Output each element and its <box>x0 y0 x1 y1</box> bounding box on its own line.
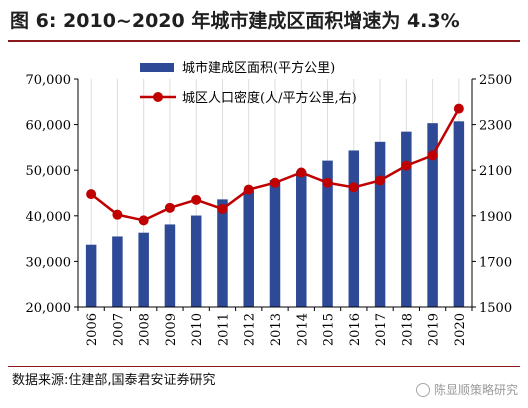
wechat-icon <box>415 383 430 397</box>
bar <box>112 236 123 307</box>
left-tick-label: 60,000 <box>26 119 72 134</box>
left-tick-label: 20,000 <box>26 301 72 316</box>
bar <box>138 232 149 307</box>
x-tick-label: 2006 <box>85 313 100 346</box>
bar <box>85 244 97 307</box>
density-point <box>322 177 333 188</box>
right-tick-label: 1700 <box>479 255 512 270</box>
right-tick-label: 2100 <box>479 164 512 179</box>
density-point <box>296 167 307 178</box>
x-tick-label: 2014 <box>295 313 310 346</box>
page-title: 图 6: 2010~2020 年城市建成区面积增速为 4.3% <box>10 10 460 32</box>
left-tick-label: 40,000 <box>26 210 72 225</box>
density-point <box>217 203 228 214</box>
right-tick-label: 2300 <box>479 119 512 134</box>
density-point <box>375 175 386 186</box>
bar <box>348 150 360 307</box>
density-point <box>348 182 359 193</box>
footer-divider <box>8 366 520 367</box>
legend: 城市建成区面积(平方公里) 城区人口密度(人/平方公里,右) <box>140 60 357 106</box>
x-tick-label: 2020 <box>453 313 468 346</box>
legend-line-marker <box>153 92 163 102</box>
x-tick-label: 2010 <box>190 313 205 346</box>
title-divider <box>8 40 520 42</box>
bar <box>217 199 228 307</box>
x-tick-label: 2019 <box>427 313 442 346</box>
bar <box>374 141 386 307</box>
left-tick-label: 50,000 <box>26 164 72 179</box>
x-tick-label: 2018 <box>400 313 415 346</box>
x-tick-label: 2016 <box>348 313 363 346</box>
density-point <box>86 189 97 200</box>
line-layer <box>86 103 464 226</box>
right-tick-label: 1500 <box>479 301 512 316</box>
legend-line-label: 城区人口密度(人/平方公里,右) <box>182 90 357 106</box>
watermark-text: 陈显顺策略研究 <box>433 383 518 397</box>
bar <box>453 121 465 307</box>
bar <box>164 224 176 307</box>
density-point <box>453 103 464 114</box>
density-point <box>138 215 149 226</box>
density-point <box>112 209 123 220</box>
bar <box>190 215 202 307</box>
x-tick-label: 2011 <box>216 313 231 346</box>
density-point <box>243 184 254 195</box>
density-point <box>427 150 438 161</box>
left-tick-label: 70,000 <box>26 73 72 88</box>
left-tick-label: 30,000 <box>26 255 72 270</box>
density-point <box>164 202 175 213</box>
x-tick-label: 2012 <box>243 313 258 346</box>
chart: 20,000 30,000 40,000 50,000 60,000 70,000 1500… <box>26 60 513 346</box>
right-tick-label: 1900 <box>479 210 512 225</box>
x-tick-label: 2017 <box>374 313 389 346</box>
bars-layer <box>85 121 465 307</box>
watermark: 陈显顺策略研究 <box>415 378 518 402</box>
density-point <box>401 160 412 171</box>
bar <box>296 171 307 307</box>
bar <box>243 190 254 307</box>
x-tick-label: 2007 <box>111 313 126 346</box>
x-tick-label: 2008 <box>138 313 153 346</box>
bar <box>427 123 438 307</box>
right-tick-label: 2500 <box>479 73 512 88</box>
density-point <box>270 177 280 188</box>
x-tick-label: 2009 <box>164 313 179 346</box>
source-note: 数据来源:住建部,国泰君安证券研究 <box>12 373 216 388</box>
x-tick-label: 2013 <box>269 313 284 346</box>
axes-layer: 20,000 30,000 40,000 50,000 60,000 70,000 1500… <box>26 73 513 346</box>
x-tick-label: 2015 <box>322 313 337 346</box>
density-point <box>191 194 202 205</box>
bar <box>401 131 412 307</box>
bar <box>322 160 333 307</box>
legend-bar-label: 城市建成区面积(平方公里) <box>182 60 335 76</box>
legend-bar-swatch <box>140 63 174 72</box>
bar <box>269 179 281 307</box>
